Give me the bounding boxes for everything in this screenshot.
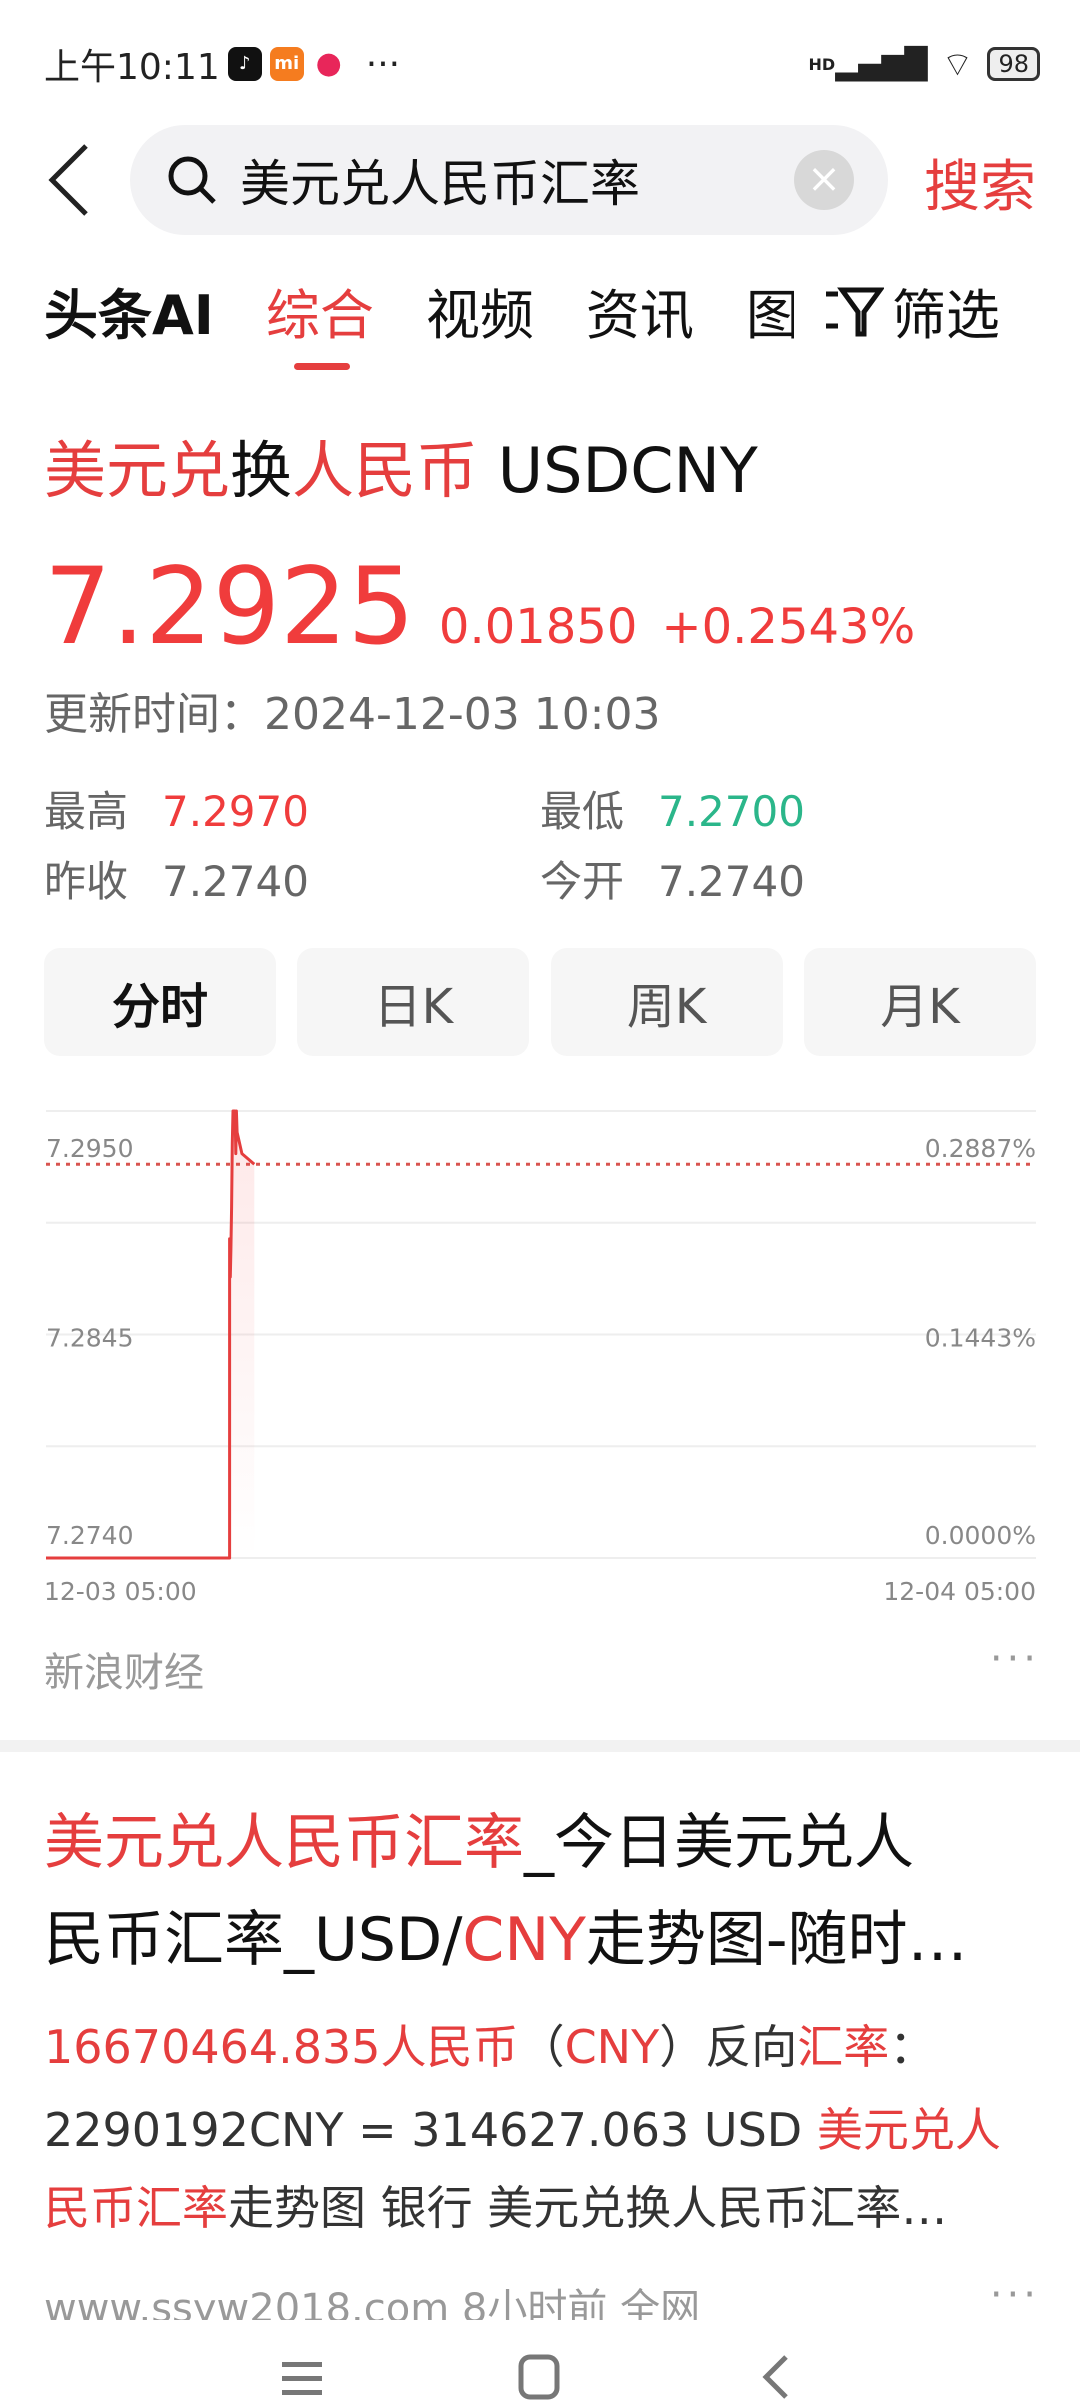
text-segment: 走势图-随时…	[585, 1905, 968, 1975]
period-daily[interactable]: 日K	[297, 948, 530, 1056]
period-monthly[interactable]: 月K	[803, 948, 1036, 1056]
stat-high: 最高 7.2970	[44, 778, 309, 839]
text-segment: 民币汇率_USD/	[44, 1905, 463, 1975]
wifi-icon: ⌔	[941, 44, 974, 85]
app-icon: ●	[311, 47, 346, 81]
menu-icon[interactable]	[280, 2358, 324, 2398]
highlight-text: CNY	[462, 1905, 586, 1975]
filter-icon	[825, 287, 884, 337]
highlight-text: 人民币	[292, 434, 479, 507]
tab-news[interactable]: 资讯	[585, 283, 694, 347]
result-more-icon[interactable]: ···	[989, 2272, 1040, 2318]
y-tick-label: 7.2740	[46, 1521, 133, 1550]
price-line	[46, 1109, 256, 1560]
stat-label: 今开	[540, 857, 625, 906]
highlight-text: 民币汇率	[44, 2181, 228, 2235]
back-button[interactable]	[46, 142, 92, 218]
result-snippet-line3: 民币汇率走势图 银行 美元兑换人民币汇率…	[44, 2168, 1040, 2248]
source-label: 新浪财经	[44, 1650, 204, 1696]
stat-value: 7.2970	[162, 787, 309, 836]
text-segment: _今日美元兑人	[524, 1808, 914, 1878]
period-weekly[interactable]: 周K	[550, 948, 783, 1056]
search-icon	[168, 156, 216, 204]
highlight-text: 16670464.835人民币	[44, 2020, 519, 2074]
result-meta: www.ssyw2018.com 8小时前 全网	[44, 2286, 701, 2320]
stat-prev-close: 昨收 7.2740	[44, 848, 309, 909]
search-input[interactable]: 美元兑人民币汇率	[240, 155, 640, 213]
stat-low: 最低 7.2700	[540, 778, 805, 839]
text-segment: 换	[230, 434, 293, 507]
nav-bar	[0, 2350, 1080, 2400]
intraday-chart: 7.2950 7.2845 7.2740 0.2887% 0.1443% 0.0000%	[46, 1109, 1036, 1560]
filter-button[interactable]: 筛选	[824, 271, 1000, 350]
text-segment: USDCNY	[478, 434, 758, 507]
status-bar: 上午10:11 ♪ mi ● ··· HD ▂▄▆█ ⌔ 98	[44, 38, 1040, 90]
y2-tick-label: 0.1443%	[925, 1324, 1036, 1353]
highlight-text: CNY	[564, 2020, 660, 2074]
highlight-text: 美元兑人民币汇率	[44, 1808, 524, 1878]
more-notifications: ···	[365, 43, 401, 85]
price-change-pct: +0.2543%	[661, 599, 916, 655]
hd-label: HD	[808, 54, 836, 74]
signal-icon: ▂▄▆█	[835, 46, 928, 82]
back-icon[interactable]	[760, 2354, 790, 2400]
stat-value: 7.2700	[658, 787, 805, 836]
y-tick-label: 7.2950	[46, 1134, 133, 1163]
highlight-text: 汇率	[797, 2020, 890, 2074]
x-tick-end: 12-04 05:00	[883, 1577, 1036, 1606]
text-segment: 走势图 银行 美元兑换人民币汇率…	[228, 2181, 948, 2235]
stat-label: 最高	[44, 787, 129, 836]
result-snippet-line2: 2290192CNY = 314627.063 USD 美元兑人	[44, 2090, 1040, 2170]
text-segment: 2290192CNY = 314627.063 USD	[44, 2103, 817, 2157]
clock: 上午10:11	[44, 47, 220, 88]
battery-icon: 98	[987, 47, 1040, 81]
current-price: 7.2925	[44, 545, 415, 668]
result-title-line2[interactable]: 民币汇率_USD/CNY走势图-随时…	[44, 1892, 1040, 1988]
y-tick-label: 7.2845	[46, 1324, 133, 1353]
search-box[interactable]: 美元兑人民币汇率 ×	[130, 125, 888, 235]
text-segment: ）反向	[659, 2020, 798, 2074]
tab-all[interactable]: 综合	[266, 271, 374, 370]
home-icon[interactable]	[518, 2354, 560, 2400]
stat-label: 最低	[540, 787, 625, 836]
tab-video[interactable]: 视频	[425, 283, 534, 347]
result-snippet-line1: 16670464.835人民币（CNY）反向汇率：	[44, 2007, 1040, 2087]
period-tabs: 分时 日K 周K 月K	[44, 948, 1036, 1056]
stat-label: 昨收	[44, 857, 129, 906]
stat-value: 7.2740	[658, 857, 805, 906]
filter-label: 筛选	[891, 283, 1000, 347]
divider	[0, 1740, 1080, 1752]
result-title-line1[interactable]: 美元兑人民币汇率_今日美元兑人	[44, 1795, 1040, 1891]
period-intraday[interactable]: 分时	[44, 948, 276, 1056]
mi-icon: mi	[269, 47, 304, 81]
highlight-text: 美元兑	[44, 434, 231, 507]
price-row: 7.2925 0.01850 +0.2543%	[44, 545, 915, 668]
x-tick-start: 12-03 05:00	[44, 1577, 197, 1606]
more-options-icon[interactable]: ···	[989, 1636, 1040, 1682]
quote-title[interactable]: 美元兑换人民币 USDCNY	[44, 420, 758, 510]
text-segment: （	[518, 2020, 565, 2074]
stat-open: 今开 7.2740	[540, 848, 805, 909]
tiktok-icon: ♪	[227, 47, 262, 81]
update-label: 更新时间：	[44, 689, 264, 740]
update-time: 更新时间：2024-12-03 10:03	[44, 678, 661, 742]
text-segment: ：	[889, 2020, 936, 2074]
update-value: 2024-12-03 10:03	[264, 689, 661, 740]
tab-ai[interactable]: 头条AI	[44, 283, 214, 347]
price-change: 0.01850	[438, 599, 638, 655]
y2-tick-label: 0.2887%	[925, 1134, 1036, 1163]
search-button[interactable]: 搜索	[924, 155, 1036, 220]
stat-value: 7.2740	[162, 857, 309, 906]
highlight-text: 美元兑人	[816, 2103, 1001, 2157]
clear-icon[interactable]: ×	[794, 150, 854, 210]
tab-images[interactable]: 图	[745, 283, 794, 347]
y2-tick-label: 0.0000%	[925, 1521, 1036, 1550]
tab-bar: 头条AI 综合 视频 资讯 图 筛选	[44, 271, 1040, 370]
